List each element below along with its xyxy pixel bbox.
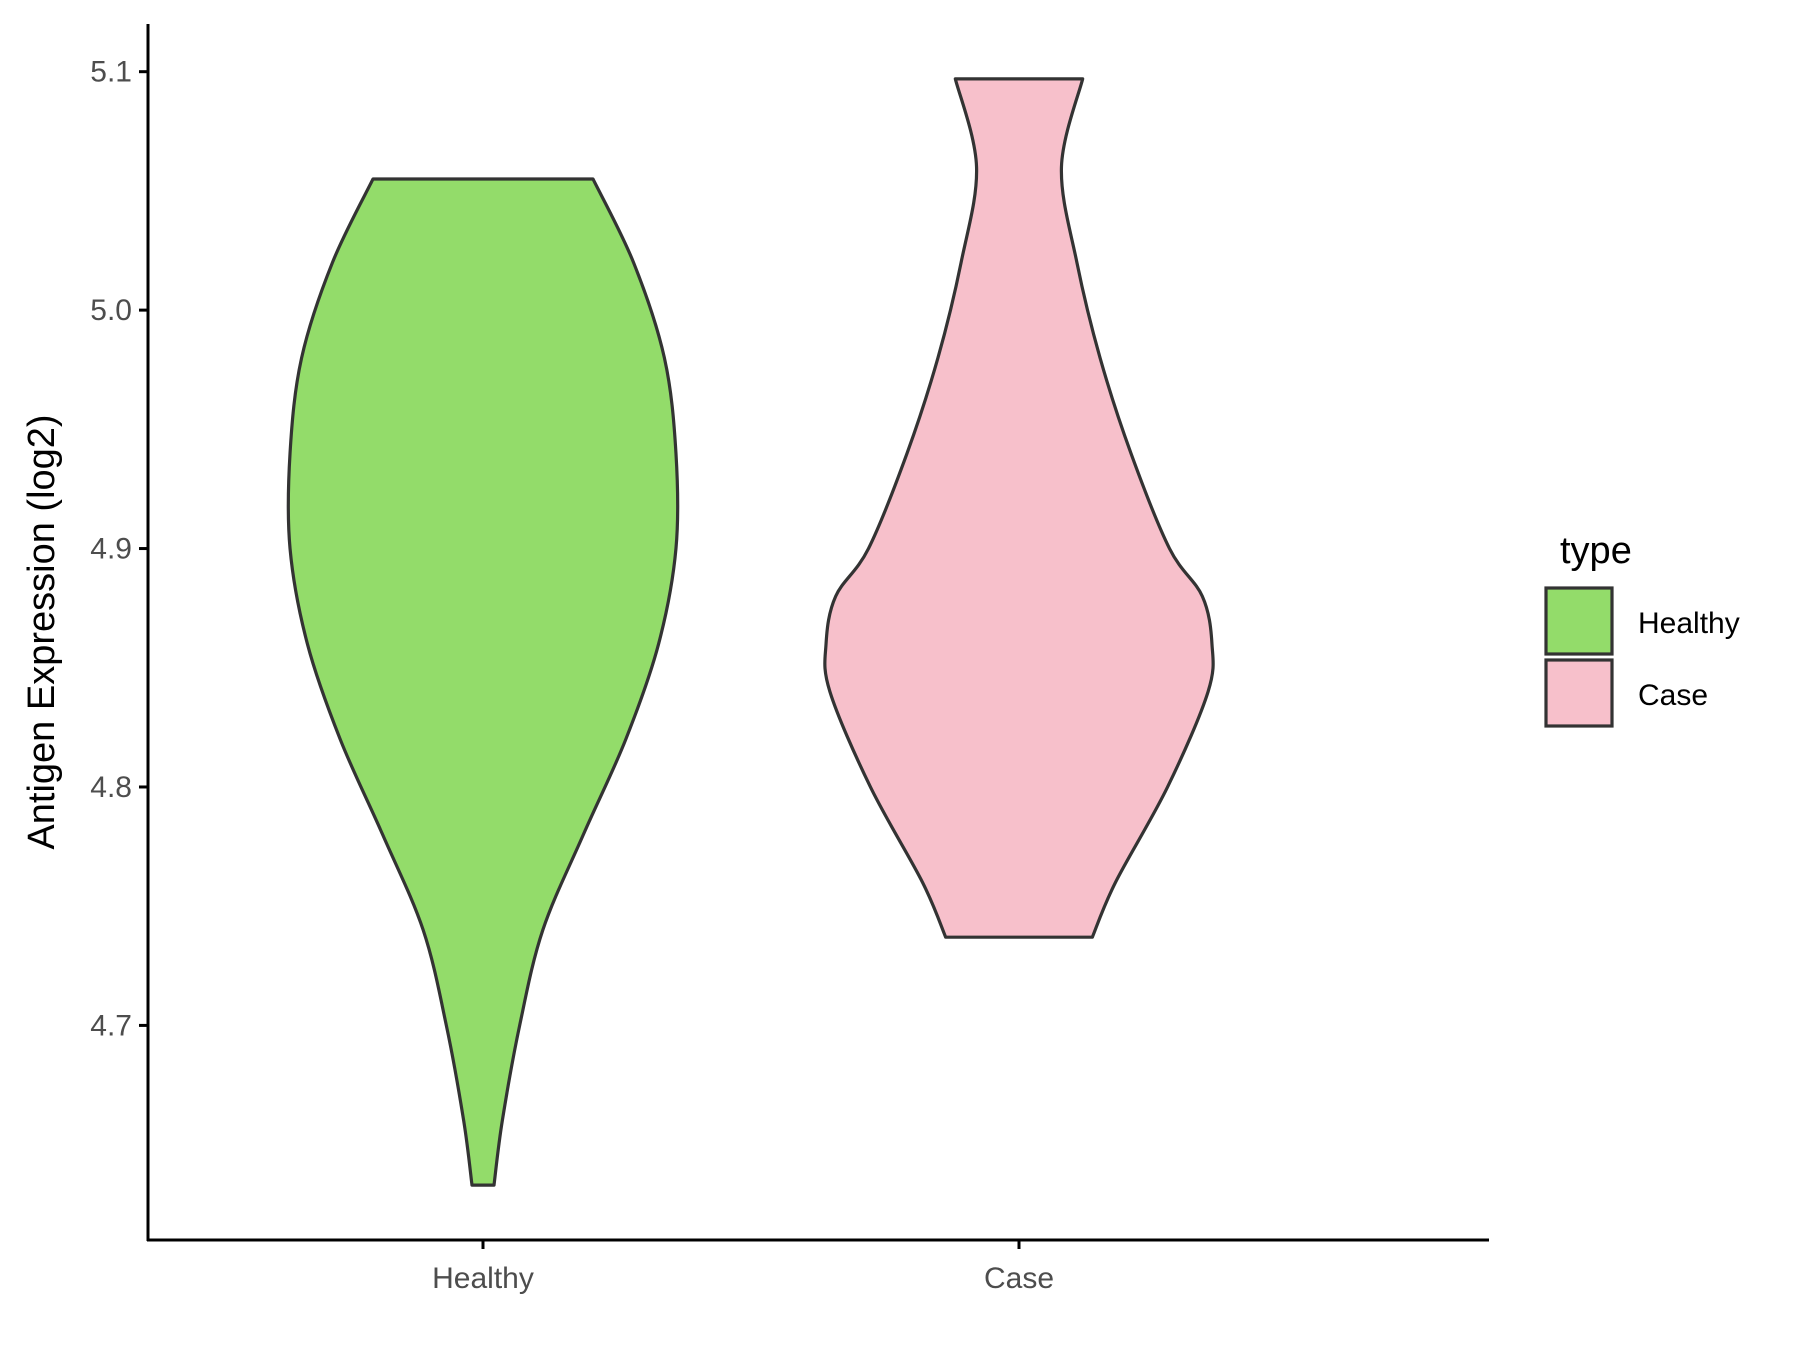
y-tick-label: 4.9 xyxy=(90,533,132,566)
x-axis-ticks: Healthy Case xyxy=(432,1240,1054,1295)
y-tick-label: 5.0 xyxy=(90,294,132,327)
legend-title: type xyxy=(1560,530,1632,572)
y-axis-title: Antigen Expression (log2) xyxy=(21,414,63,849)
violin-healthy xyxy=(286,177,680,1187)
y-tick-label: 4.8 xyxy=(90,771,132,804)
legend-label-case: Case xyxy=(1638,679,1708,712)
y-tick-label: 5.1 xyxy=(90,56,132,89)
x-tick-label: Healthy xyxy=(432,1262,534,1295)
y-tick-label: 4.7 xyxy=(90,1009,132,1042)
y-axis-ticks: 4.7 4.8 4.9 5.0 5.1 xyxy=(90,56,148,1042)
legend-label-healthy: Healthy xyxy=(1638,607,1740,640)
legend-entries: Healthy Case xyxy=(1544,586,1740,728)
legend-swatch-healthy xyxy=(1544,586,1614,656)
x-tick-label: Case xyxy=(984,1262,1054,1295)
violin-case xyxy=(823,77,1215,939)
violin-layer xyxy=(286,77,1215,1187)
legend: type Healthy Case xyxy=(1544,530,1740,728)
legend-swatch-case xyxy=(1544,658,1614,728)
